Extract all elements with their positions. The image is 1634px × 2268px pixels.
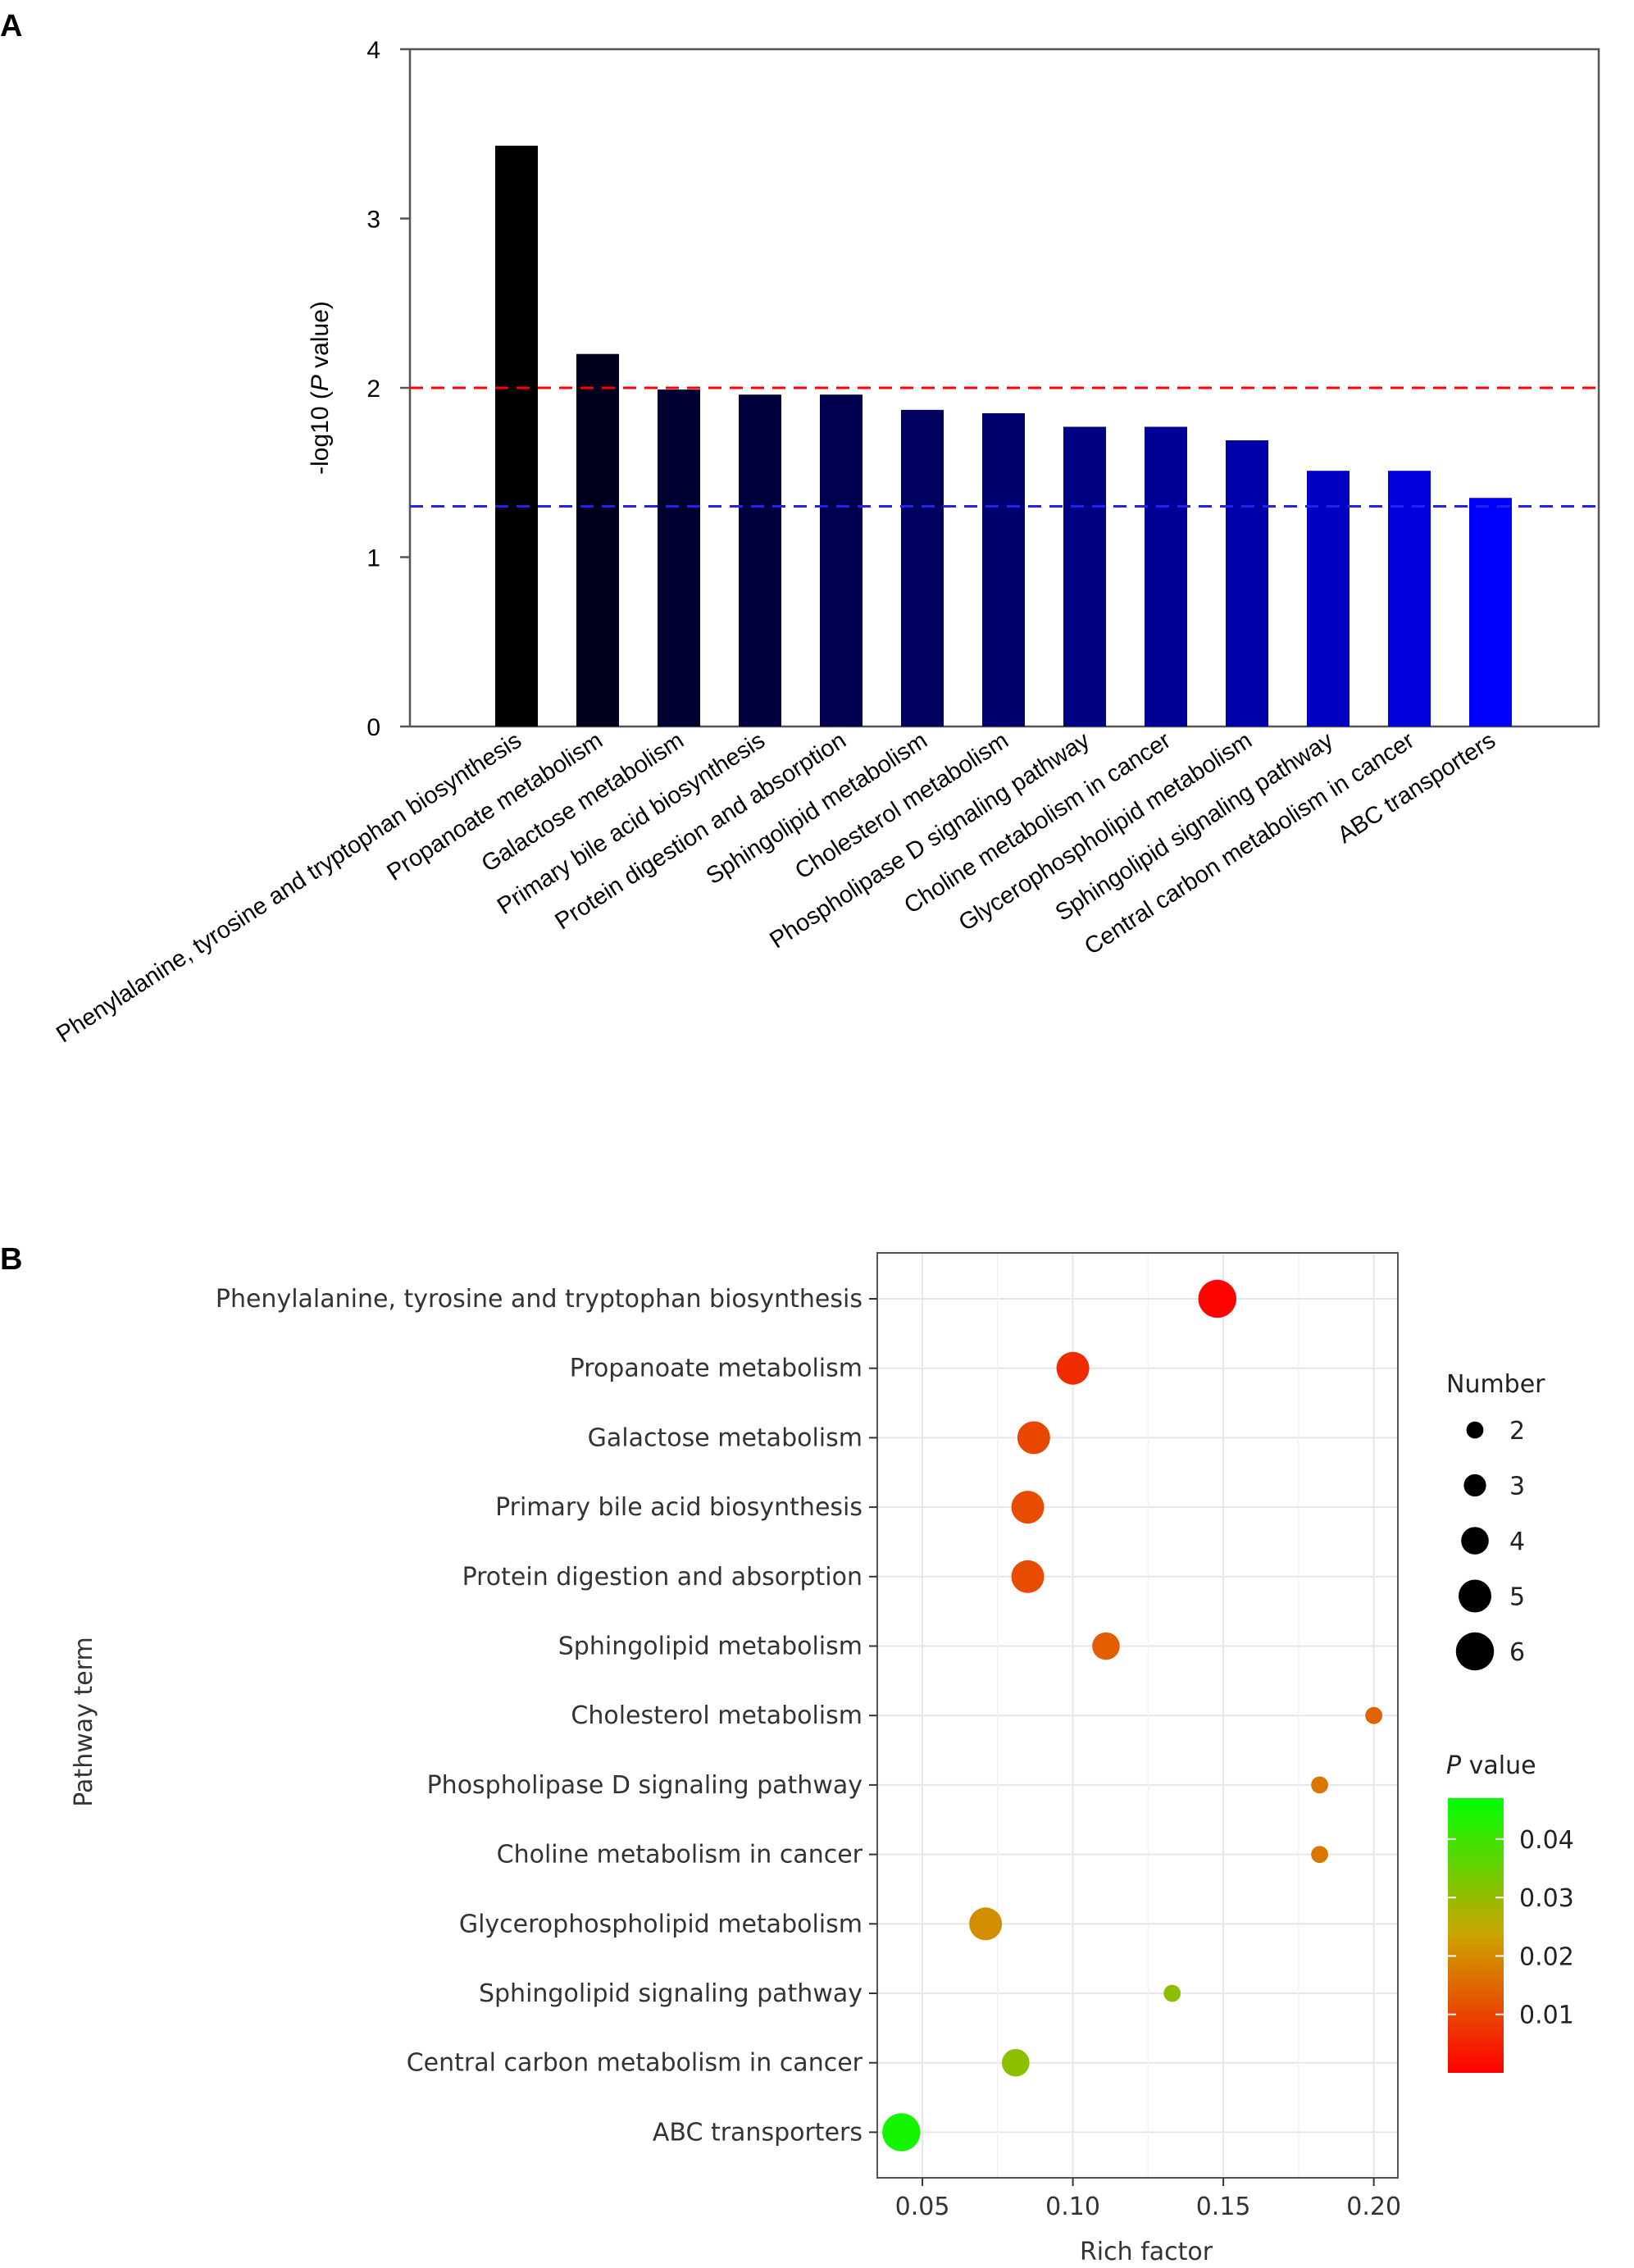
number-legend-label: 3 xyxy=(1509,1473,1525,1501)
bubble xyxy=(1011,1560,1045,1593)
bubble xyxy=(1198,1279,1236,1318)
panel-a-y-tick-label: 0 xyxy=(366,714,380,741)
panel-b-y-tick-label: Propanoate metabolism xyxy=(570,1355,863,1383)
p-value-colorbar xyxy=(1448,1798,1504,2073)
bubble xyxy=(882,2113,921,2152)
panel-b-y-tick-label: Protein digestion and absorption xyxy=(462,1563,863,1592)
colorbar-tick-label: 0.01 xyxy=(1519,2002,1574,2030)
panel-a-threshold-lines xyxy=(410,386,1599,508)
panel-b-y-tick-label: ABC transporters xyxy=(653,2118,863,2147)
panel-b-y-tick-label: Primary bile acid biosynthesis xyxy=(495,1493,863,1522)
panel-b-points xyxy=(882,1279,1383,2152)
panel-b-y-tick-label: Choline metabolism in cancer xyxy=(497,1841,863,1870)
panel-b-y-tick-label: Phospholipase D signaling pathway xyxy=(427,1771,863,1800)
panel-b-x-axis-label: Rich factor xyxy=(1080,2238,1213,2266)
colorbar-tick-label: 0.04 xyxy=(1519,1826,1574,1855)
bar xyxy=(820,394,863,726)
panel-b-x-tick-label: 0.10 xyxy=(1045,2193,1100,2221)
number-legend-title: Number xyxy=(1446,1370,1545,1399)
panel-b-label: B xyxy=(0,1242,22,1277)
panel-a-y-tick-label: 1 xyxy=(366,545,380,572)
panel-b-y-tick-label: Galactose metabolism xyxy=(588,1423,863,1452)
panel-a-bar-chart: A -log10 (P value) 0 1 2 3 4 Phenylalanine, … xyxy=(0,9,1600,1048)
colorbar-tick-label: 0.03 xyxy=(1519,1884,1574,1913)
bubble xyxy=(1017,1421,1050,1455)
panel-b-x-tick-label: 0.15 xyxy=(1196,2193,1251,2221)
panel-b-y-tick-label: Central carbon metabolism in cancer xyxy=(407,2049,863,2078)
number-legend-label: 5 xyxy=(1509,1583,1525,1612)
panel-a-x-tick-label: Phenylalanine, tyrosine and tryptophan b… xyxy=(52,727,526,1048)
bar xyxy=(1063,426,1106,726)
panel-b-x-tick-label: 0.20 xyxy=(1346,2193,1401,2221)
bar xyxy=(658,389,700,726)
panel-b-grid xyxy=(877,1253,1398,2178)
bar xyxy=(1145,426,1187,726)
number-legend-dot xyxy=(1459,1579,1491,1613)
number-legend-label: 4 xyxy=(1509,1528,1525,1556)
panel-b-y-tick-labels: Phenylalanine, tyrosine and tryptophan b… xyxy=(216,1285,877,2147)
bar xyxy=(1469,498,1512,726)
bubble xyxy=(1011,1491,1045,1524)
number-legend-dot xyxy=(1455,1632,1495,1671)
bubble xyxy=(1365,1706,1383,1724)
bar xyxy=(495,145,538,726)
bar xyxy=(739,394,781,726)
bubble xyxy=(1056,1351,1090,1385)
panel-b-bubble-chart: B Phenylalanine, tyrosine and tryptophan… xyxy=(0,1242,1574,2266)
panel-a-x-tick-labels: Phenylalanine, tyrosine and tryptophan b… xyxy=(52,727,1500,1048)
panel-b-y-tick-label: Sphingolipid metabolism xyxy=(558,1633,863,1661)
panel-b-y-tick-label: Glycerophospholipid metabolism xyxy=(459,1910,863,1938)
p-value-legend: P value 0.04 0.03 0.02 0.01 xyxy=(1446,1751,1574,2073)
panel-b-x-tick-label: 0.05 xyxy=(895,2193,950,2221)
bubble xyxy=(1311,1846,1328,1864)
bar xyxy=(576,353,619,726)
number-legend-dot xyxy=(1466,1421,1484,1439)
number-legend-label: 6 xyxy=(1509,1638,1525,1667)
bar xyxy=(901,409,944,726)
bar xyxy=(1307,471,1350,726)
number-legend-dot xyxy=(1461,1527,1489,1555)
bubble xyxy=(969,1907,1003,1941)
panel-a-bars xyxy=(495,145,1512,726)
panel-b-y-tick-label: Cholesterol metabolism xyxy=(571,1701,863,1730)
bubble xyxy=(1002,2048,1030,2077)
bar xyxy=(1226,440,1268,726)
number-legend-dot xyxy=(1463,1473,1486,1497)
p-value-legend-title: P value xyxy=(1446,1751,1536,1780)
panel-b-x-ticks: 0.05 0.10 0.15 0.20 xyxy=(895,2178,1401,2221)
panel-b-y-axis-label: Pathway term xyxy=(70,1637,98,1806)
bar xyxy=(982,412,1025,726)
number-legend-label: 2 xyxy=(1509,1417,1525,1446)
panel-a-y-tick-label: 2 xyxy=(366,376,380,403)
bubble xyxy=(1163,1984,1181,2002)
number-legend: Number 2 3 4 5 6 xyxy=(1446,1370,1545,1671)
panel-a-y-axis-label: -log10 (P value) xyxy=(307,301,334,475)
panel-a-label: A xyxy=(0,9,22,43)
bubble xyxy=(1311,1776,1328,1794)
panel-a-y-ticks: 0 1 2 3 4 xyxy=(366,37,410,741)
panel-a-y-tick-label: 3 xyxy=(366,207,380,234)
bubble xyxy=(1092,1632,1120,1660)
panel-b-y-tick-label: Phenylalanine, tyrosine and tryptophan b… xyxy=(216,1285,863,1314)
panel-a-y-tick-label: 4 xyxy=(366,37,380,64)
bar xyxy=(1388,471,1431,726)
colorbar-tick-label: 0.02 xyxy=(1519,1942,1574,1971)
panel-b-y-tick-label: Sphingolipid signaling pathway xyxy=(479,1979,863,2008)
